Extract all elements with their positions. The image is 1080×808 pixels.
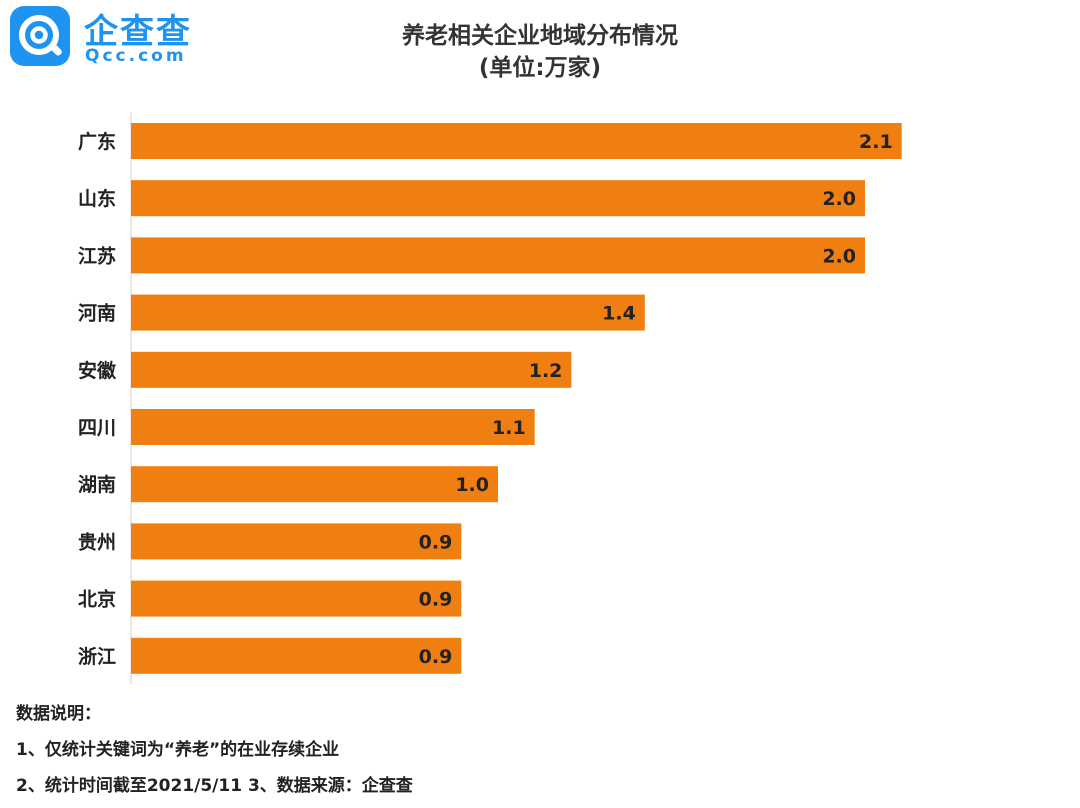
data-label: 2.1: [859, 131, 893, 153]
data-label: 2.0: [822, 188, 856, 210]
data-label: 1.1: [492, 417, 526, 439]
qcc-logo: 企查查 Qcc.com: [10, 6, 200, 70]
qcc-logo-icon: [10, 6, 70, 66]
category-label: 山东: [78, 187, 116, 210]
logo-name-cn: 企查查: [84, 12, 192, 52]
chart-subtitle: (单位:万家): [478, 55, 602, 81]
bar: [131, 123, 902, 159]
category-label: 河南: [78, 303, 116, 325]
bar: [131, 180, 865, 217]
category-label: 北京: [78, 588, 116, 611]
bar: [131, 523, 462, 560]
notes-line-1: 1、仅统计关键词为“养老”的在业存续企业: [16, 740, 340, 760]
data-label: 0.9: [419, 531, 453, 553]
category-label: 贵州: [78, 531, 116, 553]
bar: [131, 237, 865, 274]
category-label: 广东: [78, 130, 116, 153]
bar: [131, 637, 462, 674]
category-label: 安徽: [78, 359, 117, 382]
bar: [131, 351, 572, 388]
bar: [131, 409, 535, 445]
category-label: 四川: [78, 417, 116, 439]
bar: [131, 294, 645, 331]
data-label: 2.0: [822, 245, 856, 267]
category-label: 江苏: [78, 244, 116, 267]
notes-heading: 数据说明：: [16, 704, 101, 724]
logo-name-en: Qcc.com: [85, 46, 187, 66]
category-label: 浙江: [78, 645, 116, 668]
data-label: 1.4: [602, 303, 636, 325]
notes-line-2: 2、统计时间截至2021/5/11 3、数据来源：企查查: [16, 776, 413, 796]
data-label: 0.9: [419, 646, 453, 668]
data-label: 1.2: [529, 360, 563, 382]
category-label: 湖南: [78, 474, 116, 496]
bar: [131, 466, 498, 503]
chart-title: 养老相关企业地域分布情况: [402, 23, 678, 49]
data-label: 1.0: [455, 474, 489, 496]
bar: [131, 580, 462, 617]
data-label: 0.9: [419, 589, 453, 611]
bar-chart: 广东 2.1 山东 2.0 江苏 2.0 河南 1.4 安徽 1.2 四川 1.1 湖南 1.0 贵州 0.9…: [78, 112, 902, 684]
